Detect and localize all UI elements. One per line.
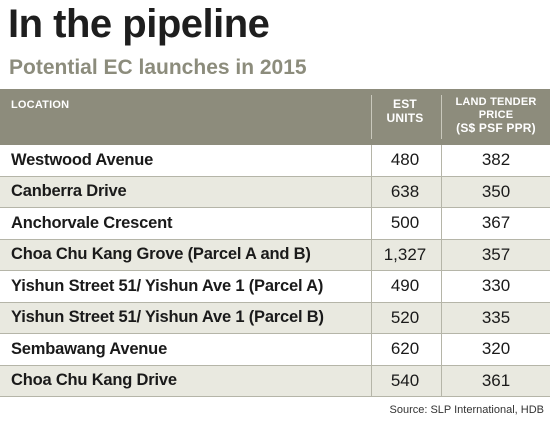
row-location: Yishun Street 51/ Yishun Ave 1 (Parcel A… <box>11 276 324 295</box>
header-divider <box>441 95 442 139</box>
row-price: 382 <box>481 150 511 170</box>
table-row: Yishun Street 51/ Yishun Ave 1 (Parcel A… <box>0 271 550 303</box>
table-row: Canberra Drive 638 350 <box>0 176 550 208</box>
row-location: Choa Chu Kang Grove (Parcel A and B) <box>11 245 311 264</box>
row-units: 480 <box>390 150 420 170</box>
header-est-units-line2: UNITS <box>386 111 424 125</box>
row-price: 330 <box>481 276 511 296</box>
header-price-line1: LAND TENDER <box>455 96 537 108</box>
row-units: 490 <box>390 276 420 296</box>
header-location: LOCATION <box>11 99 70 111</box>
row-price: 367 <box>481 213 511 233</box>
row-price: 350 <box>481 181 511 201</box>
row-location: Westwood Avenue <box>11 150 154 169</box>
row-location: Canberra Drive <box>11 182 127 201</box>
row-location: Sembawang Avenue <box>11 339 168 358</box>
header-price-line3: (S$ PSF PPR) <box>456 121 536 135</box>
header-est-units: EST UNITS <box>372 97 438 153</box>
header-price-line2: PRICE <box>478 109 514 121</box>
row-units: 638 <box>390 181 420 201</box>
column-divider <box>371 145 372 397</box>
page-subtitle: Potential EC launches in 2015 <box>9 56 307 79</box>
column-divider <box>441 145 442 397</box>
row-location: Anchorvale Crescent <box>11 213 173 232</box>
source-note: Source: SLP International, HDB <box>389 404 545 416</box>
ec-launches-table: LOCATION EST UNITS LAND TENDER PRICE (S$… <box>0 89 550 397</box>
row-units: 620 <box>390 339 420 359</box>
header-land-tender-price: LAND TENDER PRICE (S$ PSF PPR) <box>442 96 550 152</box>
row-price: 357 <box>481 244 511 264</box>
row-location: Choa Chu Kang Drive <box>11 371 177 390</box>
row-units: 540 <box>390 370 420 390</box>
table-row: Westwood Avenue 480 382 <box>0 145 550 177</box>
table-row: Anchorvale Crescent 500 367 <box>0 208 550 240</box>
table-row: Sembawang Avenue 620 320 <box>0 334 550 366</box>
row-location: Yishun Street 51/ Yishun Ave 1 (Parcel B… <box>11 308 324 327</box>
page-title: In the pipeline <box>8 2 270 46</box>
row-units: 500 <box>390 213 420 233</box>
row-price: 361 <box>481 370 511 390</box>
row-price: 335 <box>481 307 511 327</box>
table-row: Choa Chu Kang Drive 540 361 <box>0 365 550 397</box>
row-price: 320 <box>481 339 511 359</box>
table-row: Choa Chu Kang Grove (Parcel A and B) 1,3… <box>0 239 550 271</box>
header-est-units-line1: EST <box>393 97 417 111</box>
row-units: 1,327 <box>383 244 427 264</box>
row-units: 520 <box>390 307 420 327</box>
header-divider <box>371 95 372 139</box>
table-row: Yishun Street 51/ Yishun Ave 1 (Parcel B… <box>0 302 550 334</box>
table-header: LOCATION EST UNITS LAND TENDER PRICE (S$… <box>0 89 550 145</box>
